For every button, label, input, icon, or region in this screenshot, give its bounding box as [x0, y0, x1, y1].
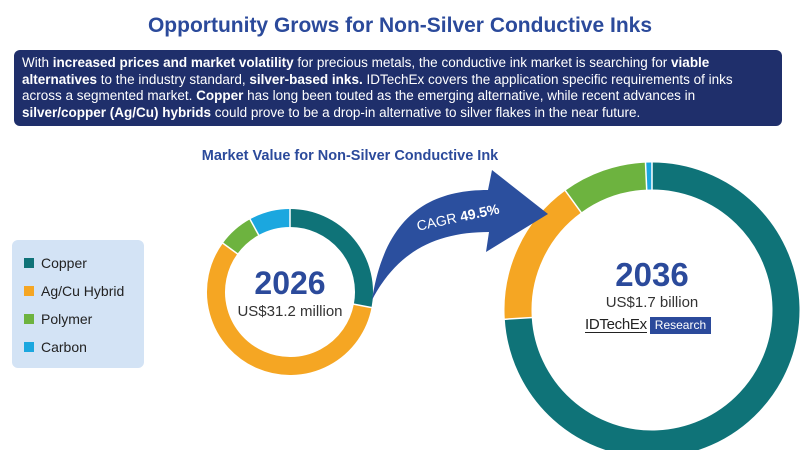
- slice-separator: [352, 303, 373, 309]
- legend-item-carbon: Carbon: [24, 338, 87, 356]
- legend-label: Polymer: [41, 311, 93, 327]
- slice-2026-ag-cu-hybrid: [207, 243, 372, 375]
- summary-banner: With increased prices and market volatil…: [14, 50, 782, 126]
- slice-separator: [503, 316, 533, 321]
- legend-item-ag-cu-hybrid: Ag/Cu Hybrid: [24, 282, 124, 300]
- logo-main-text: IDTechEx: [585, 316, 647, 333]
- banner-text: IDTechEx covers the application specific…: [22, 71, 733, 104]
- slice-2026-copper: [289, 209, 373, 308]
- cagr-arrow-shape: [372, 170, 548, 300]
- legend-label: Ag/Cu Hybrid: [41, 283, 125, 299]
- page-title: Opportunity Grows for Non-Silver Conduct…: [147, 14, 653, 37]
- banner-emphasis: increased prices and market volatility: [52, 55, 294, 70]
- slice-separator: [248, 218, 260, 237]
- legend-label: Copper: [41, 255, 87, 271]
- donut-value-label: US$31.2 million: [237, 303, 342, 320]
- donut-year-label: 2036: [615, 256, 688, 293]
- banner-emphasis: silver/copper (Ag/Cu) hybrids: [22, 104, 212, 120]
- slice-2036-polymer: [565, 162, 648, 213]
- legend-item-polymer: Polymer: [24, 310, 92, 328]
- cagr-arrow: CAGR 49.5%: [372, 170, 548, 300]
- banner-emphasis: Copper: [196, 88, 244, 103]
- banner-text: to the industry standard,: [97, 71, 250, 87]
- chart-title: Market Value for Non-Silver Conductive I…: [201, 148, 499, 164]
- slice-2036-copper: [504, 162, 800, 450]
- slice-2036-ag-cu-hybrid: [504, 190, 582, 320]
- donut-value-label: US$1.7 billion: [606, 294, 699, 311]
- banner-text: With: [22, 55, 53, 70]
- legend-swatch: [24, 286, 34, 296]
- banner-emphasis: silver-based inks.: [249, 71, 363, 87]
- banner-emphasis: viable alternatives: [22, 55, 710, 87]
- legend-swatch: [24, 342, 34, 352]
- slice-separator: [221, 242, 239, 255]
- logo-tag-text: Research: [649, 316, 712, 334]
- donut-year-label: 2026: [254, 265, 325, 301]
- legend-item-copper: Copper: [24, 254, 87, 272]
- slice-separator: [564, 189, 583, 214]
- slice-separator: [644, 161, 648, 191]
- banner-text: for precious metals, the conductive ink …: [293, 55, 672, 70]
- chart-legend: Copper Ag/Cu Hybrid Polymer Carbon: [12, 240, 144, 368]
- banner-text: could prove to be a drop-in alternative …: [211, 104, 641, 120]
- idtechex-logo: IDTechEx Research: [585, 316, 712, 334]
- legend-swatch: [24, 314, 34, 324]
- slice-2026-carbon: [250, 209, 291, 236]
- donut-2026: 2026 US$31.2 million: [207, 208, 373, 375]
- legend-label: Carbon: [41, 339, 87, 355]
- slice-2026-polymer: [222, 219, 260, 255]
- banner-text: has long been touted as the emerging alt…: [243, 88, 696, 103]
- legend-swatch: [24, 258, 34, 268]
